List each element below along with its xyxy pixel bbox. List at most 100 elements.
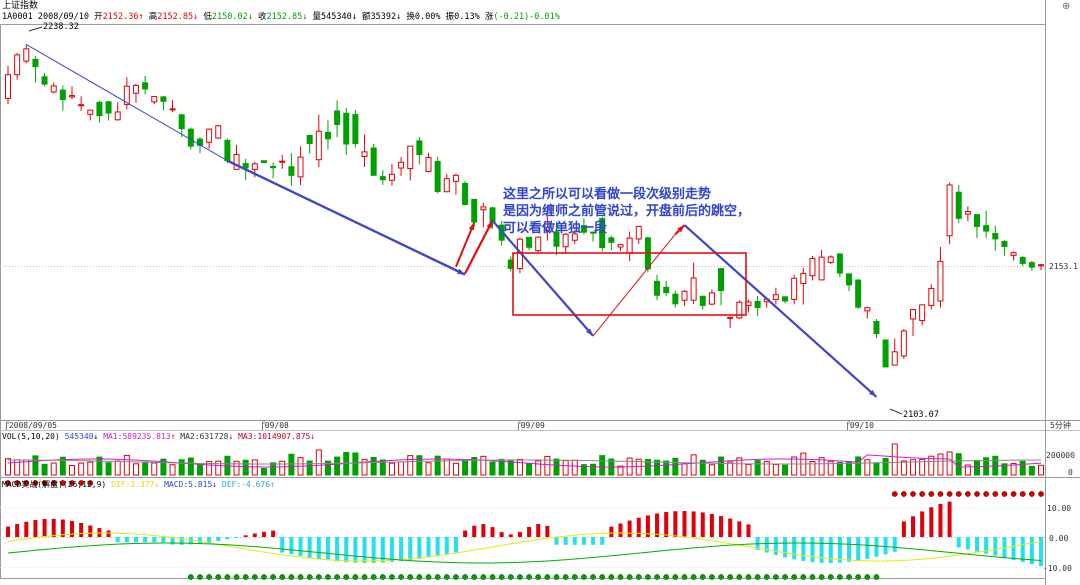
candle bbox=[928, 284, 935, 310]
macd-buy-dot bbox=[389, 574, 395, 580]
up-stroke-1 bbox=[464, 220, 494, 274]
candle bbox=[78, 96, 85, 111]
volume-bar bbox=[425, 462, 432, 476]
candle bbox=[105, 101, 112, 121]
macd-dea-line bbox=[7, 542, 1042, 564]
volume-bar bbox=[809, 460, 816, 476]
macd-histogram-bar bbox=[874, 537, 879, 557]
macd-buy-dot bbox=[873, 574, 880, 580]
macd-buy-dot bbox=[672, 574, 679, 580]
candle-body bbox=[535, 236, 542, 252]
macd-histogram-bar bbox=[335, 537, 340, 562]
macd-histogram-bar bbox=[24, 521, 29, 537]
macd-sell-dot bbox=[5, 480, 11, 486]
macd-buy-dot bbox=[608, 574, 615, 580]
high-value: 2152.85 bbox=[157, 12, 194, 22]
macd-histogram-bar bbox=[490, 527, 495, 537]
candle-body bbox=[736, 301, 743, 319]
candle-body bbox=[50, 85, 57, 93]
macd-buy-dot bbox=[763, 574, 770, 580]
volume-bar bbox=[763, 460, 770, 476]
candle bbox=[919, 304, 926, 326]
macd-buy-dot bbox=[754, 574, 761, 580]
macd-buy-dot bbox=[571, 574, 578, 580]
candle-body bbox=[672, 293, 679, 305]
candle bbox=[827, 255, 834, 264]
macd-histogram-bar bbox=[801, 537, 806, 561]
down-stroke-2 bbox=[491, 219, 594, 337]
candle bbox=[690, 262, 697, 305]
macd-sell-dot bbox=[69, 480, 75, 486]
volume-bar bbox=[791, 456, 798, 476]
macd-buy-dot bbox=[325, 574, 331, 580]
macd-dea: DEF:-4.676 bbox=[221, 480, 271, 489]
volume-bar bbox=[388, 462, 395, 476]
candle-body bbox=[1001, 241, 1008, 247]
candle-body bbox=[96, 101, 103, 117]
volume-bar bbox=[644, 458, 651, 476]
candle bbox=[160, 96, 167, 111]
candle bbox=[782, 296, 789, 304]
candle bbox=[343, 108, 350, 155]
low-mark-label: 2103.07 bbox=[903, 410, 939, 420]
up-stroke-2-arrowhead bbox=[677, 225, 685, 233]
volume-bar bbox=[1001, 463, 1008, 476]
candle bbox=[352, 110, 359, 148]
macd-buy-dot bbox=[699, 574, 706, 580]
volume-bar bbox=[571, 459, 578, 476]
volume-bar bbox=[480, 455, 487, 476]
macd-buy-dot bbox=[837, 574, 843, 580]
volume-bar bbox=[151, 462, 158, 476]
volume-bar bbox=[681, 463, 688, 476]
candle bbox=[900, 329, 907, 360]
macd-dif: DIF:1.377 bbox=[111, 480, 155, 489]
scroll-up-icon[interactable]: ⊕ bbox=[1062, 1, 1071, 12]
volume-bar bbox=[215, 460, 222, 476]
candle-body bbox=[992, 232, 999, 240]
macd-histogram-bar bbox=[152, 537, 157, 543]
macd-buy-dot bbox=[462, 574, 468, 580]
macd-histogram-bar bbox=[965, 537, 970, 550]
macd-histogram-bar bbox=[252, 533, 257, 537]
macd-buy-dot bbox=[261, 574, 267, 580]
candle-body bbox=[334, 110, 341, 125]
candle-body bbox=[553, 231, 560, 247]
candle bbox=[1019, 256, 1026, 267]
candle-body bbox=[443, 178, 450, 193]
candle bbox=[123, 77, 130, 110]
volume-bar bbox=[836, 461, 843, 476]
candle-body bbox=[782, 296, 789, 302]
candle bbox=[553, 221, 560, 256]
macd-histogram-bar bbox=[234, 537, 239, 538]
macd-histogram-bar bbox=[106, 530, 111, 537]
macd-histogram-bar bbox=[773, 537, 778, 556]
volume-bar bbox=[974, 460, 981, 476]
macd-histogram-bar bbox=[1011, 537, 1016, 560]
macd-histogram-bar bbox=[124, 537, 129, 543]
candle bbox=[334, 100, 341, 138]
macd-histogram-bar bbox=[938, 503, 943, 537]
macd-buy-dot bbox=[526, 574, 532, 580]
macd-histogram-bar bbox=[408, 537, 413, 561]
candle-body bbox=[123, 85, 130, 105]
candle bbox=[306, 134, 313, 154]
volume-bar bbox=[187, 457, 194, 476]
macd-histogram-bar bbox=[947, 501, 952, 537]
candle-body bbox=[132, 84, 139, 94]
candle bbox=[718, 268, 725, 306]
macd-buy-dot bbox=[215, 574, 222, 580]
low-label: 低 bbox=[203, 12, 212, 22]
macd-buy-dot bbox=[498, 574, 505, 580]
candle bbox=[14, 53, 21, 80]
candle bbox=[964, 206, 971, 222]
macd-sell-dot bbox=[50, 480, 57, 486]
candle-body bbox=[800, 272, 807, 284]
macd-histogram-bar bbox=[673, 511, 678, 537]
candle bbox=[1010, 251, 1017, 261]
candle-body bbox=[836, 253, 843, 274]
macd-buy-dot bbox=[791, 574, 798, 580]
candle-body bbox=[105, 101, 112, 114]
volume-bar bbox=[105, 462, 112, 476]
macd-buy-dot bbox=[690, 574, 697, 580]
macd-buy-dot bbox=[800, 574, 807, 580]
